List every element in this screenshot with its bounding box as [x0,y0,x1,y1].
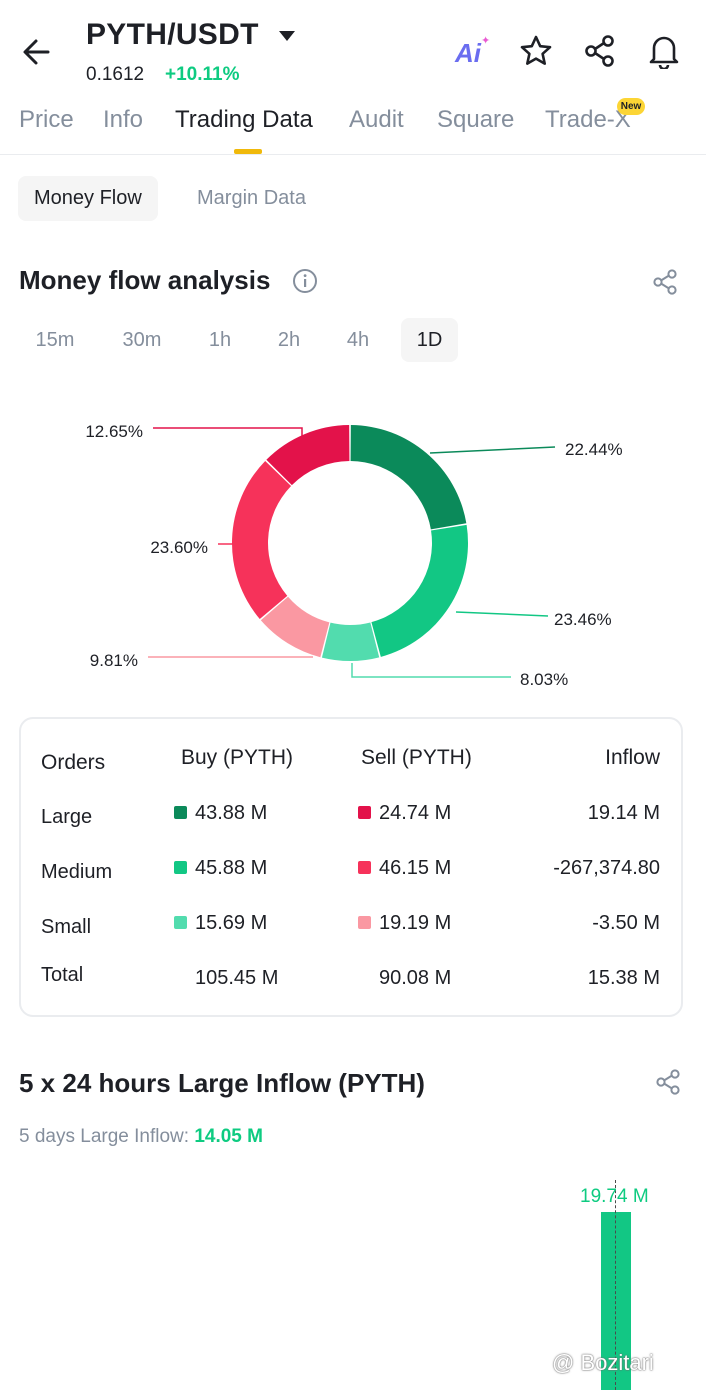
header-divider [0,154,706,155]
money-flow-share-icon[interactable] [651,268,679,296]
donut-slice-small-buy [321,622,380,661]
donut-slice-small-sell [260,596,330,658]
row-medium-sell: 46.15 M [379,857,452,879]
price-change: +10.11% [165,64,240,85]
pair-title[interactable]: PYTH/USDT [86,18,259,51]
notification-bell-icon[interactable] [647,33,681,69]
period-1h[interactable]: 1h [208,329,232,351]
tab-trade-x[interactable]: Trade-X [545,106,631,133]
period-30m[interactable]: 30m [122,329,162,351]
period-4h[interactable]: 4h [346,329,370,351]
header-buy: Buy (PYTH) [181,746,294,769]
tab-square[interactable]: Square [437,106,515,133]
bar-crosshair-line [615,1180,616,1390]
five-day-inflow-label: 5 days Large Inflow: [19,1126,190,1147]
money-flow-title: Money flow analysis [19,265,271,295]
small-sell-legend-square [358,916,371,929]
header-sell: Sell (PYTH) [361,746,472,769]
header-orders: Orders [41,751,106,774]
info-icon[interactable] [292,268,318,294]
donut-slice-large-buy [350,425,467,530]
donut-percent-label: 9.81% [90,651,138,670]
row-large-inflow: 19.14 M [587,802,660,824]
small-buy-legend-square [174,916,187,929]
active-tab-indicator [234,149,262,154]
row-large-label: Large [41,806,93,828]
five-day-inflow-value: 14.05 M [194,1126,263,1147]
last-price: 0.1612 [86,64,145,85]
ai-spark-icon: ✦ [481,35,491,47]
large-inflow-bar-label: 19.74 M [580,1186,649,1207]
favorite-star-icon[interactable] [519,34,553,68]
row-large-buy: 43.88 M [195,802,268,824]
donut-slice-large-sell [266,425,350,486]
caret-down-icon[interactable] [278,30,296,42]
large-buy-legend-square [174,806,187,819]
donut-percent-label: 22.44% [565,440,623,459]
row-large-sell: 24.74 M [379,802,452,824]
period-15m[interactable]: 15m [35,329,75,351]
row-medium-label: Medium [41,861,113,883]
large-inflow-share-icon[interactable] [654,1068,682,1096]
share-icon[interactable] [583,34,617,68]
period-2h[interactable]: 2h [277,329,301,351]
large-inflow-bar [601,1212,631,1390]
donut-leader-line [153,427,303,437]
donut-percent-label: 12.65% [85,422,143,441]
donut-percent-label: 23.60% [150,538,208,557]
donut-leader-line [429,446,556,454]
medium-sell-legend-square [358,861,371,874]
large-sell-legend-square [358,806,371,819]
donut-percent-label: 23.46% [554,610,612,629]
subtab-money-flow[interactable]: Money Flow [18,176,158,221]
subtab-margin-data[interactable]: Margin Data [197,187,306,209]
row-small-label: Small [41,916,92,938]
watermark-text: @ Bozitari [552,1350,654,1375]
row-total-sell: 90.08 M [379,967,452,989]
orders-table [19,717,683,1017]
back-arrow-icon[interactable] [18,34,58,70]
large-inflow-title: 5 x 24 hours Large Inflow (PYTH) [19,1068,425,1098]
donut-percent-label: 8.03% [520,670,568,689]
row-small-buy: 15.69 M [195,912,268,934]
ai-icon[interactable]: Ai [455,38,481,68]
donut-slice-medium-buy [371,524,469,657]
row-small-sell: 19.19 M [379,912,452,934]
row-small-inflow: -3.50 M [592,912,660,934]
donut-leader-line [351,663,511,678]
row-total-label: Total [41,964,84,986]
header-inflow: Inflow [605,746,660,769]
tab-info[interactable]: Info [103,106,144,133]
tab-price[interactable]: Price [19,106,74,133]
five-day-inflow-summary: 5 days Large Inflow: 14.05 M [19,1126,263,1148]
donut-leader-line [455,611,549,617]
money-flow-donut-chart: 22.44% 23.46% 8.03% 9.81% 23.60% 12.65% [85,422,623,689]
period-1d[interactable]: 1D [401,318,458,362]
tab-trading-data[interactable]: Trading Data [175,106,313,133]
donut-slice-medium-sell [232,460,292,620]
row-total-buy: 105.45 M [195,967,279,989]
row-total-inflow: 15.38 M [587,967,660,989]
medium-buy-legend-square [174,861,187,874]
new-badge: New [617,98,645,115]
tab-audit[interactable]: Audit [349,106,404,133]
row-medium-inflow: -267,374.80 [553,857,660,879]
row-medium-buy: 45.88 M [195,857,268,879]
